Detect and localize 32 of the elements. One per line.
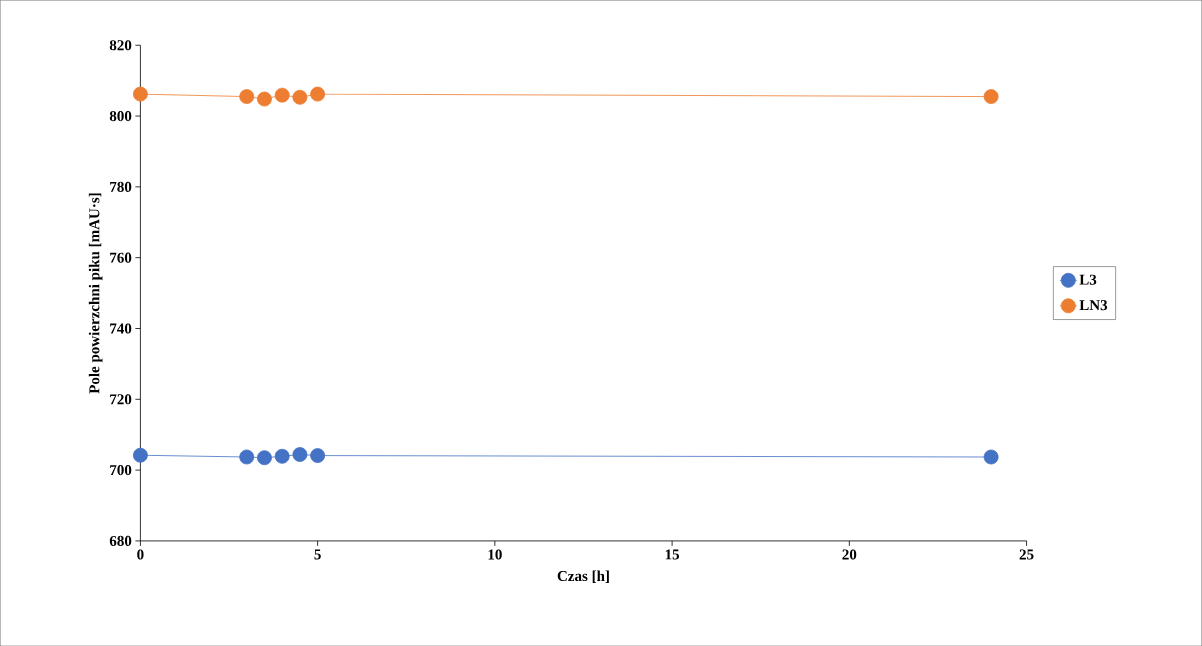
point — [983, 449, 999, 465]
y-tick-label: 740 — [110, 323, 132, 334]
x-tick-label: 10 — [488, 549, 502, 560]
y-tick-label: 800 — [109, 110, 132, 121]
x-axis-title: Czas [h] — [557, 570, 609, 583]
point — [257, 91, 272, 107]
y-axis-title: Pole powierzchni piku [mAU·s] — [88, 193, 103, 394]
point — [310, 86, 326, 102]
point — [983, 89, 999, 104]
point — [239, 89, 255, 104]
point — [310, 448, 326, 463]
y-tick-label: 720 — [110, 394, 132, 405]
point — [274, 448, 290, 464]
y-tick-label: 700 — [110, 464, 132, 476]
y-tick-label: 680 — [109, 535, 132, 546]
point — [292, 89, 308, 105]
point — [239, 449, 255, 465]
x-tick-label: 0 — [137, 549, 144, 560]
legend-label: LN3 — [1079, 299, 1108, 311]
point — [257, 450, 272, 465]
legend-label: L3 — [1079, 274, 1097, 285]
point — [132, 86, 148, 102]
y-tick-label: 820 — [109, 40, 132, 51]
x-tick-label: 25 — [1019, 549, 1034, 560]
point — [274, 87, 290, 103]
point — [132, 447, 148, 463]
x-tick-label: 5 — [314, 549, 321, 560]
x-tick-label: 20 — [842, 549, 857, 560]
y-tick-label: 780 — [110, 181, 132, 192]
point — [292, 446, 308, 462]
y-tick-label: 760 — [110, 252, 132, 263]
x-tick-label: 15 — [665, 549, 680, 560]
